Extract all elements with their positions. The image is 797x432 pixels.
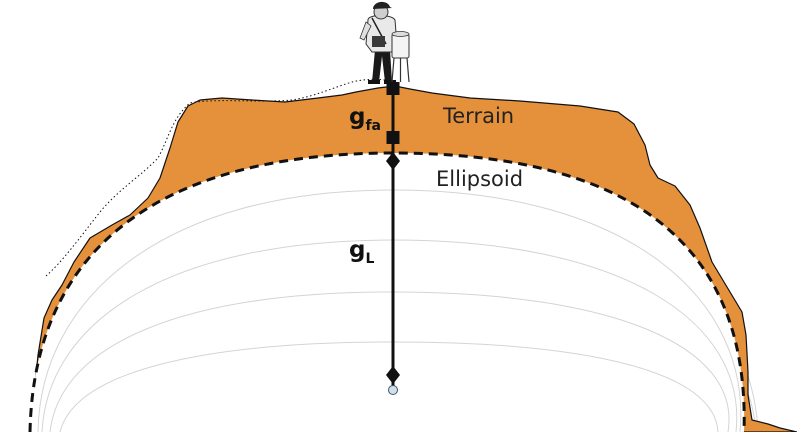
ellipsoid-marker [386, 152, 400, 170]
free-air-reference-marker [386, 131, 400, 144]
surveyor-icon [359, 1, 410, 84]
g-fa-label: gfa [349, 104, 381, 134]
earth-center-point [388, 385, 398, 395]
terrain-surface-marker [386, 82, 400, 95]
lower-marker [386, 366, 400, 384]
terrain-label: Terrain [442, 104, 514, 128]
ellipsoid-outline [28, 151, 746, 432]
ellipsoid-label: Ellipsoid [436, 167, 523, 191]
g-l-label: gL [349, 237, 374, 267]
